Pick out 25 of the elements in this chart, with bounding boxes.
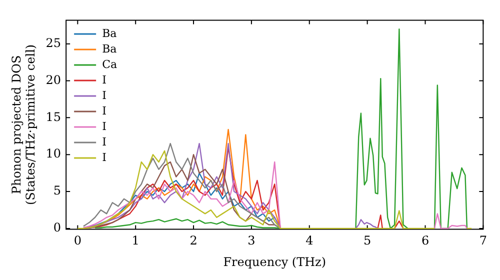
legend-label: I [102, 104, 106, 118]
x-tick-label: 5 [364, 234, 372, 248]
x-tick-label: 0 [74, 234, 82, 248]
x-tick-label: 1 [132, 234, 140, 248]
y-tick-label: 10 [46, 146, 62, 161]
y-tick-label: 5 [53, 184, 62, 198]
legend-label: I [102, 73, 106, 86]
y-tick-label: 20 [46, 72, 62, 87]
legend-label: Ca [102, 58, 118, 71]
legend-label: Ba [102, 42, 118, 56]
y-tick-label: 0 [53, 220, 62, 235]
legend-label: I [102, 135, 106, 148]
legend-label: I [102, 120, 106, 133]
x-tick-label: 3 [248, 234, 256, 248]
legend-label: I [102, 88, 106, 102]
x-tick-label: 6 [421, 234, 430, 248]
x-tick-label: 4 [306, 234, 314, 248]
y-tick-label: 25 [46, 36, 62, 50]
legend-label: Ba [102, 26, 118, 40]
x-axis-title: Frequency (THz) [223, 254, 326, 269]
y-tick-label: 15 [46, 110, 62, 124]
legend-label: I [102, 150, 106, 164]
x-tick-label: 2 [190, 234, 198, 248]
x-tick-label: 7 [479, 234, 488, 248]
y-axis-title: Phonon projected DOS (States/THz·primitive cell) [9, 44, 38, 206]
